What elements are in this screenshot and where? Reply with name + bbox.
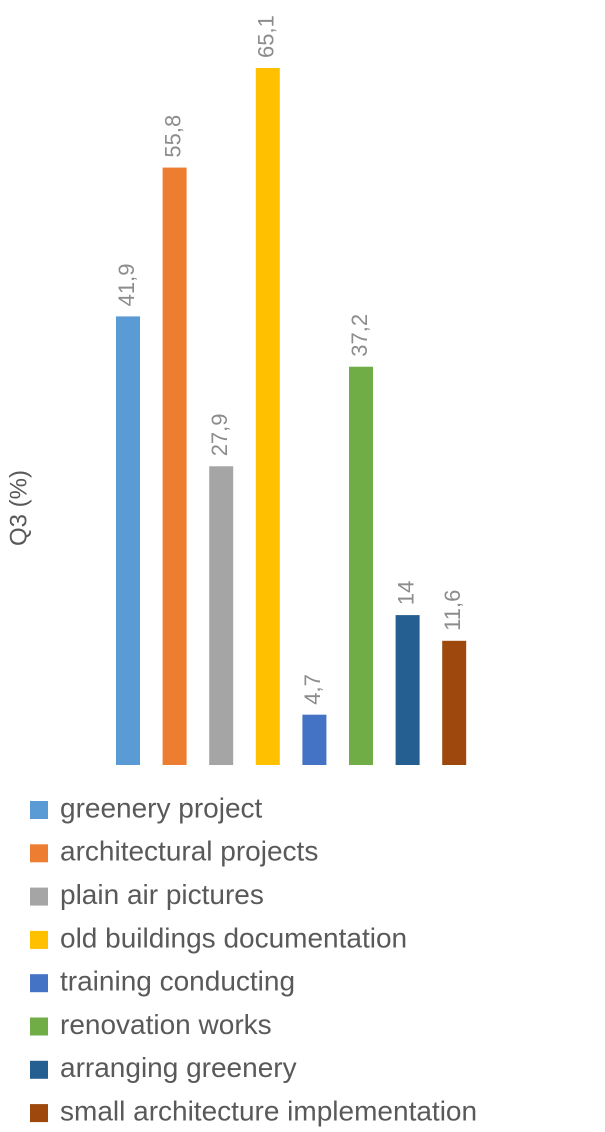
data-label: 41,9 bbox=[114, 264, 139, 307]
legend-swatch bbox=[30, 887, 48, 906]
bar bbox=[302, 714, 327, 765]
y-axis-label: Q3 (%) bbox=[5, 470, 32, 546]
legend-swatch bbox=[30, 844, 48, 863]
legend-swatch bbox=[30, 1104, 48, 1123]
legend-label: architectural projects bbox=[60, 836, 318, 867]
bar bbox=[255, 68, 280, 765]
bar bbox=[442, 640, 467, 765]
bar bbox=[349, 366, 373, 765]
bar bbox=[395, 615, 420, 765]
legend-swatch bbox=[30, 930, 48, 949]
legend-label: old buildings documentation bbox=[60, 922, 407, 953]
legend-label: plain air pictures bbox=[60, 879, 264, 910]
legend-swatch bbox=[30, 1017, 48, 1036]
legend-swatch bbox=[30, 801, 48, 819]
data-label: 11,6 bbox=[440, 590, 465, 631]
data-label: 27,9 bbox=[207, 413, 232, 456]
legend-label: small architecture implementation bbox=[60, 1095, 477, 1126]
legend-label: arranging greenery bbox=[60, 1052, 297, 1083]
legend-label: training conducting bbox=[60, 966, 295, 997]
legend-label: greenery project bbox=[60, 792, 263, 823]
data-label: 14 bbox=[393, 581, 418, 605]
legend-label: renovation works bbox=[60, 1009, 272, 1040]
data-label: 55,8 bbox=[160, 115, 185, 158]
bar bbox=[116, 316, 140, 765]
data-label: 65,1 bbox=[254, 15, 279, 58]
legend-swatch bbox=[30, 974, 48, 993]
bar bbox=[209, 466, 234, 765]
data-label: 4,7 bbox=[300, 674, 325, 705]
legend-swatch bbox=[30, 1060, 48, 1079]
data-label: 37,2 bbox=[347, 314, 372, 357]
bar bbox=[162, 167, 187, 766]
